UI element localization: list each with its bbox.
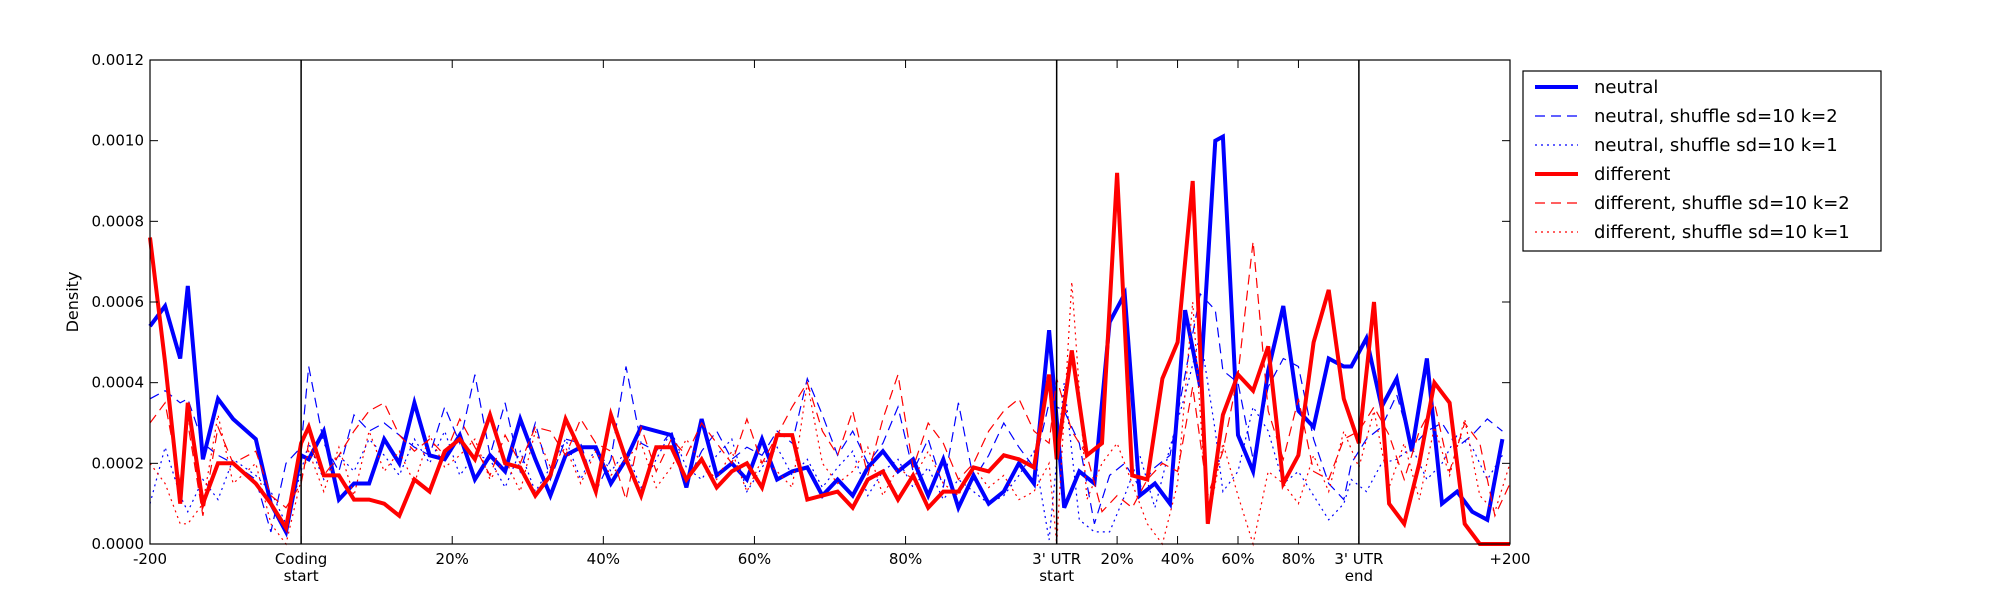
series-line-6 [149, 281, 1511, 547]
x-tick-label: -200 [133, 550, 167, 568]
x-tick-label: 80% [889, 550, 922, 568]
y-axis: 0.0000 0.0002 0.0004 0.0006 0.0008 0.0010 0.00… [92, 51, 1510, 553]
plot-frame [149, 59, 1511, 545]
legend-item: neutral, shuffle sd=10 k=2 [1535, 106, 1838, 127]
x-tick-label: 20% [436, 550, 469, 568]
x-tick-label: +200 [1489, 550, 1530, 568]
legend-label: neutral [1594, 77, 1658, 98]
legend-item: neutral [1535, 77, 1658, 98]
legend-frame [1522, 70, 1882, 252]
x-tick-label: 40% [1161, 550, 1194, 568]
legend-label: different, shuffle sd=10 k=2 [1594, 193, 1850, 214]
series-line-3 [149, 334, 1503, 541]
legend-label: different, shuffle sd=10 k=1 [1594, 222, 1850, 243]
x-tick-label: 60% [1221, 550, 1254, 568]
y-tick-label: 0.0012 [92, 51, 145, 69]
x-tick-label: 80% [1282, 550, 1315, 568]
x-tick-label: Coding start [275, 550, 327, 585]
legend-items: neutral neutral, shuffle sd=10 k=2 neutral… [1535, 77, 1850, 243]
legend: neutral neutral, shuffle sd=10 k=2 neutral… [1522, 70, 1882, 252]
legend-item: different, shuffle sd=10 k=1 [1535, 222, 1850, 243]
x-tick-label: 40% [587, 550, 620, 568]
series-line-4 [148, 172, 1510, 546]
legend-item: neutral, shuffle sd=10 k=1 [1535, 135, 1838, 156]
series-line-5 [149, 241, 1511, 518]
legend-label: different [1594, 164, 1670, 185]
series-line-2 [149, 292, 1503, 533]
y-axis-label: Density [63, 272, 82, 333]
y-tick-label: 0.0008 [92, 212, 145, 230]
x-tick-label: 3' UTR start [1032, 550, 1081, 585]
plot-lines-group [148, 133, 1511, 547]
legend-label: neutral, shuffle sd=10 k=2 [1594, 106, 1838, 127]
series-line-1 [148, 133, 1505, 538]
legend-item: different, shuffle sd=10 k=2 [1535, 193, 1850, 214]
y-tick-label: 0.0000 [92, 535, 145, 553]
x-tick-label: 20% [1100, 550, 1133, 568]
region-boundaries-group [300, 60, 1360, 544]
x-tick-label: 60% [738, 550, 771, 568]
legend-label: neutral, shuffle sd=10 k=1 [1594, 135, 1838, 156]
y-tick-label: 0.0002 [92, 454, 145, 472]
y-tick-label: 0.0006 [92, 293, 145, 311]
y-tick-label: 0.0010 [92, 132, 145, 150]
legend-item: different [1535, 164, 1670, 185]
x-axis: -200 Coding start 20% 40% 60% 80% 3' UTR start 20… [133, 60, 1531, 585]
x-tick-label: 3' UTR end [1334, 550, 1383, 585]
y-tick-label: 0.0004 [92, 374, 145, 392]
